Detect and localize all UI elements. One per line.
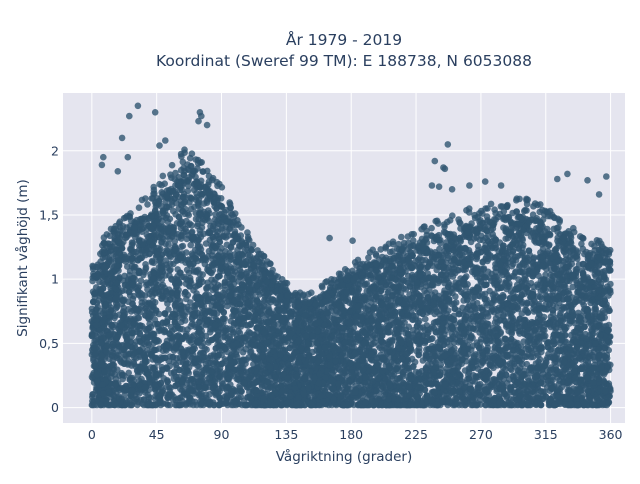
data-point [203,240,210,247]
data-point [136,315,143,322]
data-point [500,224,507,231]
data-point [260,290,267,297]
data-point [364,280,371,287]
data-point [183,249,190,256]
data-point [471,304,478,311]
data-point [519,310,526,317]
data-point [452,293,459,300]
